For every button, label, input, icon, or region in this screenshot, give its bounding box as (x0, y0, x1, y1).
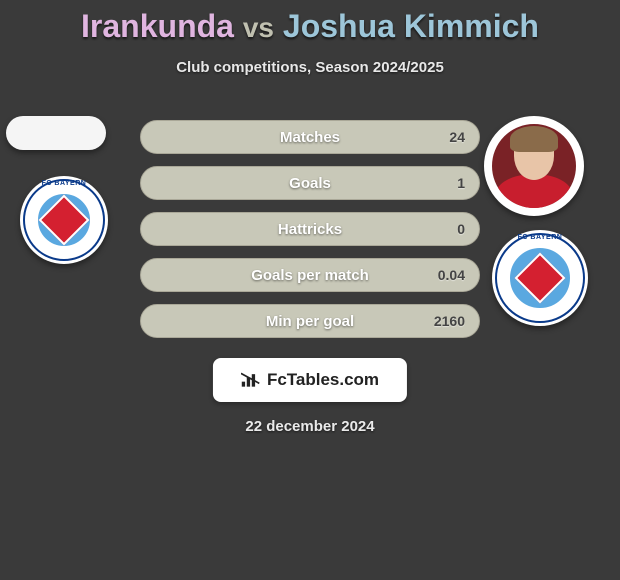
stat-value-p2: 1 (457, 175, 465, 191)
date-text: 22 december 2024 (0, 418, 620, 435)
comparison-title: Irankunda vs Joshua Kimmich (0, 0, 620, 45)
player1-panel: FC BAYERN (6, 116, 114, 264)
brand-badge[interactable]: FcTables.com (213, 358, 407, 402)
stat-label: Min per goal (266, 313, 354, 330)
player2-panel: FC BAYERN (484, 116, 592, 326)
stat-row: Goals per match 0.04 (140, 258, 480, 292)
stat-label: Goals per match (251, 267, 369, 284)
stat-row: Matches 24 (140, 120, 480, 154)
player1-club-logo: FC BAYERN (20, 176, 108, 264)
player2-avatar (484, 116, 584, 216)
stat-row: Hattricks 0 (140, 212, 480, 246)
player2-club-logo: FC BAYERN (492, 230, 588, 326)
stat-value-p2: 24 (449, 129, 465, 145)
stat-value-p2: 0 (457, 221, 465, 237)
stat-row: Min per goal 2160 (140, 304, 480, 338)
bar-chart-icon (241, 371, 261, 389)
stat-label: Goals (289, 175, 331, 192)
stats-panel: Matches 24 Goals 1 Hattricks 0 Goals per… (140, 120, 480, 350)
brand-text: FcTables.com (267, 370, 379, 390)
stat-label: Hattricks (278, 221, 342, 238)
stat-value-p2: 2160 (434, 313, 465, 329)
subtitle: Club competitions, Season 2024/2025 (0, 59, 620, 76)
stat-label: Matches (280, 129, 340, 146)
player2-name: Joshua Kimmich (283, 8, 539, 44)
stat-value-p2: 0.04 (438, 267, 465, 283)
stat-row: Goals 1 (140, 166, 480, 200)
vs-text: vs (243, 12, 274, 43)
player1-avatar (6, 116, 106, 150)
player1-name: Irankunda (81, 8, 234, 44)
